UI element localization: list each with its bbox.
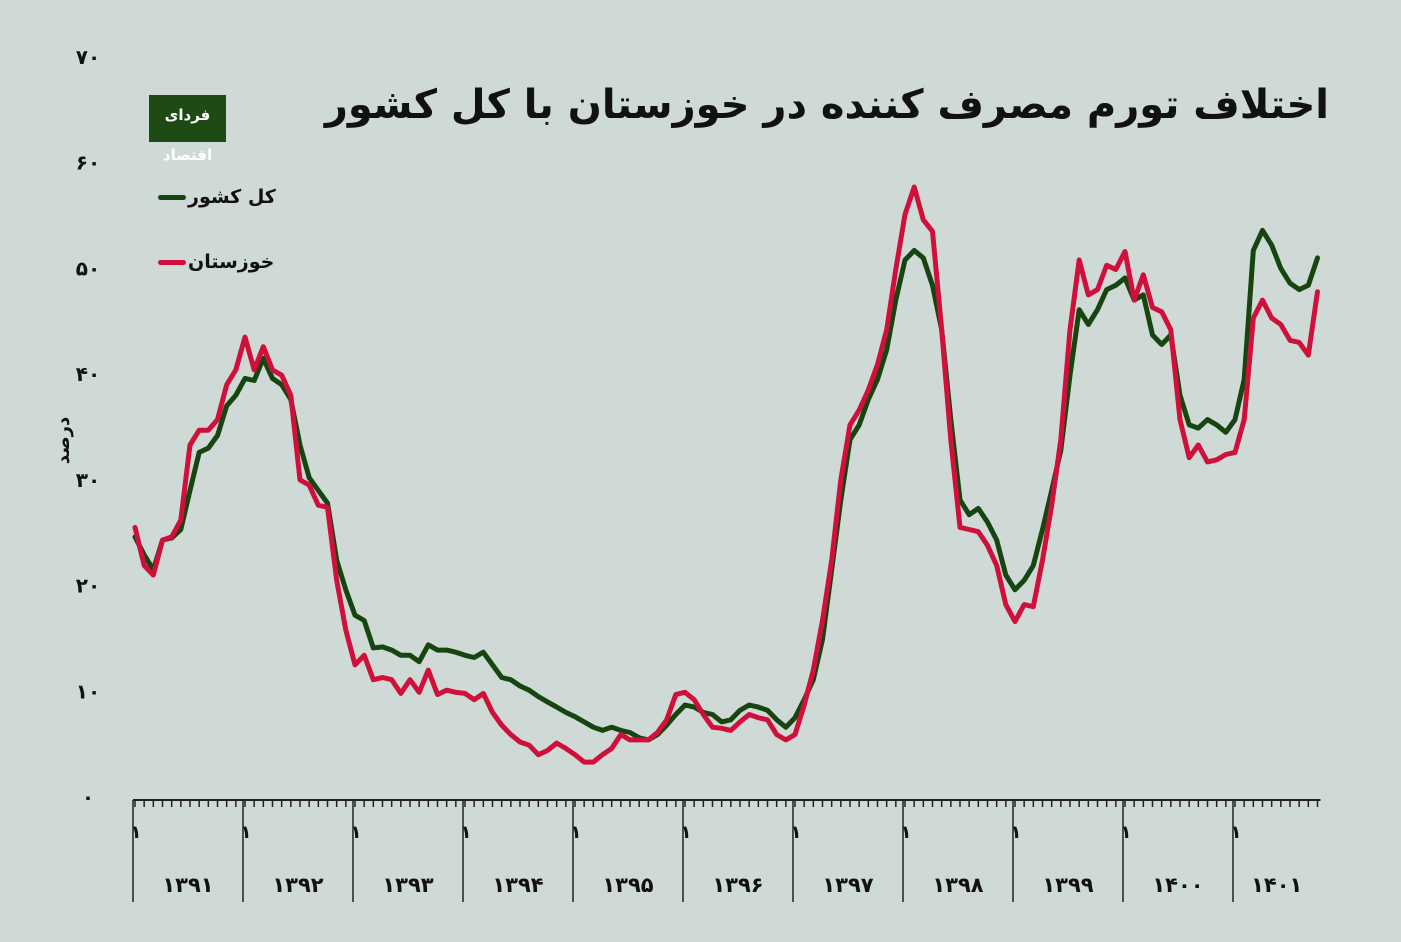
x-month-label: ۱ (681, 822, 692, 843)
series-line-khuzestan (132, 184, 1320, 765)
y-tick-label: ۱۰ (76, 679, 100, 703)
x-month-label: ۱ (1011, 822, 1022, 843)
x-year-label: ۱۴۰۰ (1152, 873, 1203, 897)
chart-title: اختلاف تورم مصرف کننده در خوزستان با کل … (324, 82, 1329, 128)
x-month-label: ۱ (571, 822, 582, 843)
x-year-label: ۱۳۹۶ (712, 873, 763, 897)
legend-item-khuzestan: خوزستان (158, 251, 274, 273)
x-year-label: ۱۳۹۷ (822, 873, 873, 897)
x-month-label: ۱ (241, 822, 252, 843)
legend-swatch-khuzestan (158, 259, 186, 265)
logo: فردای اقتصاد (149, 95, 226, 164)
x-year-label: ۱۳۹۱ (162, 873, 213, 897)
legend-swatch-country (158, 194, 186, 200)
x-year-label: ۱۳۹۹ (1042, 873, 1093, 897)
x-year-label: ۱۳۹۳ (382, 873, 433, 897)
x-month-label: ۱ (1121, 822, 1132, 843)
y-tick-label: ۷۰ (76, 45, 100, 69)
y-tick-label: ۳۰ (76, 468, 100, 492)
x-month-label: ۱ (461, 822, 472, 843)
legend-label-country: کل کشور (188, 186, 276, 208)
x-year-label: ۱۳۹۲ (272, 873, 323, 897)
x-month-label: ۱ (1231, 822, 1242, 843)
x-year-label: ۱۴۰۱ (1251, 873, 1302, 897)
series-line-country (132, 227, 1320, 743)
legend-item-country: کل کشور (158, 186, 276, 208)
y-tick-label: ۲۰ (76, 574, 100, 598)
y-tick-label: ۵۰ (76, 256, 100, 280)
y-tick-label: ۶۰ (76, 151, 100, 175)
y-tick-label: ۴۰ (76, 362, 100, 386)
x-month-label: ۱ (351, 822, 362, 843)
x-year-label: ۱۳۹۴ (492, 873, 543, 897)
y-axis-label: درصد (53, 416, 75, 465)
legend-label-khuzestan: خوزستان (188, 251, 275, 273)
x-year-label: ۱۳۹۸ (932, 873, 983, 897)
x-month-label: ۱ (791, 822, 802, 843)
x-year-label: ۱۳۹۵ (602, 873, 653, 897)
x-month-label: ۱ (131, 822, 142, 843)
y-tick-label: ۰ (82, 785, 94, 809)
x-month-label: ۱ (901, 822, 912, 843)
